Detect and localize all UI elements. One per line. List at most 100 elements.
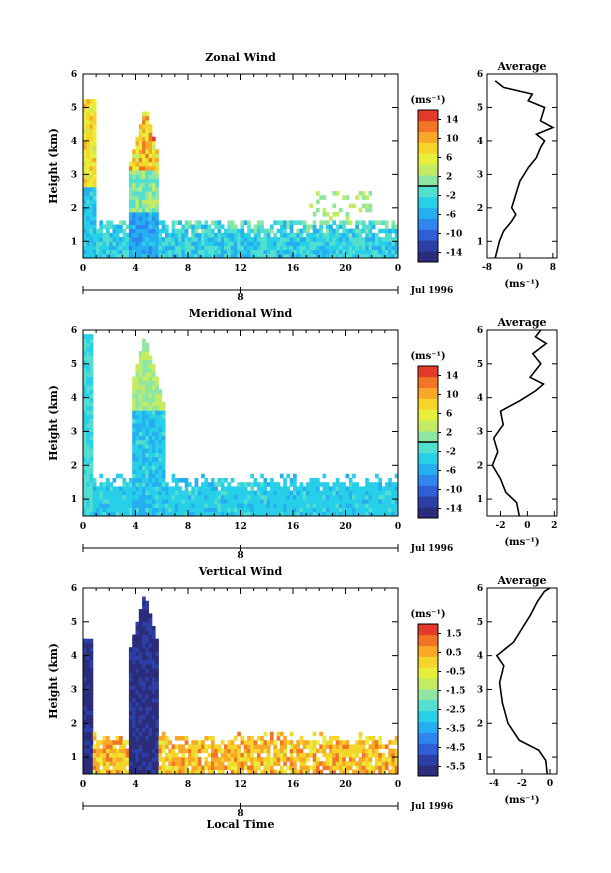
heatmap-cell [171,748,176,754]
heatmap-cell [184,245,189,251]
heatmap-cell [302,503,307,508]
heatmap-cell [329,486,333,491]
heatmap-cell [155,153,159,159]
heatmap-cell [102,761,107,766]
heatmap-cell [293,241,297,246]
heatmap-cell [201,473,205,479]
heatmap-cell [338,207,343,213]
heatmap-cell [135,723,140,728]
x-tick-label: 4 [132,522,138,532]
heatmap-cell [119,490,123,496]
heatmap-cell [345,490,350,496]
heatmap-cell [181,494,186,500]
heatmap-cell [293,503,297,508]
heatmap-cell [247,757,251,762]
heatmap-cell [345,237,350,242]
heatmap-cell [237,761,241,766]
heatmap-cell [138,220,143,225]
heatmap-cell [293,482,297,487]
heatmap-cells [83,596,399,775]
average-unit-label: (ms⁻¹) [504,795,539,806]
heatmap-cell [86,511,90,517]
heatmap-cell [138,439,143,445]
heatmap-cell [145,431,149,437]
heatmap-cell [171,769,176,775]
heatmap-cell [86,740,90,745]
heatmap-cell [128,490,133,496]
heatmap-cell [361,507,366,513]
heatmap-cell [135,224,140,230]
heatmap-cell [335,224,340,230]
heatmap-cell [191,503,195,508]
heatmap-cell [96,232,100,238]
heatmap-cell [253,249,258,255]
heatmap-cell [135,511,140,517]
heatmap-cell [168,249,172,255]
heatmap-cell [158,499,163,504]
heatmap-cell [106,241,110,246]
heatmap-cell [151,363,156,369]
heatmap-cell [135,153,140,159]
x-tick-label: 0 [80,264,86,274]
heatmap-cell [142,731,146,737]
heatmap-cell [299,220,304,225]
heatmap-cell [142,714,146,720]
heatmap-cell [148,461,153,466]
heatmap-cell [135,427,140,432]
heatmap-cell [138,651,143,656]
colorbar-swatch [418,240,438,252]
heatmap-cell [142,761,146,766]
heatmap-cell [358,736,363,741]
heatmap-cell [322,761,327,766]
heatmap-cell [283,757,287,762]
heatmap-cell [86,494,90,500]
heatmap-cell [368,203,373,209]
heatmap-cell [128,719,133,724]
heatmap-cell [151,170,156,175]
heatmap-cell [158,461,163,466]
heatmap-cell [378,237,382,242]
heatmap-cell [188,752,192,758]
heatmap-cell [358,748,363,754]
heatmap-cell [365,511,369,517]
heatmap-cell [358,232,363,238]
heatmap-cell [188,769,192,775]
heatmap-cell [135,199,140,205]
heatmap-cell [145,486,149,491]
heatmap-cell [138,490,143,496]
heatmap-cell [391,228,396,234]
heatmap-cell [132,507,136,513]
heatmap-cell [352,507,356,513]
heatmap-cell [145,199,149,205]
heatmap-cell [145,490,149,496]
heatmap-cell [151,486,156,491]
heatmap-cell [240,237,245,242]
heatmap-cell [361,757,366,762]
heatmap-cell [322,744,327,749]
heatmap-cell [237,249,241,255]
heatmap-cell [142,212,146,217]
heatmap-cell [148,423,153,428]
heatmap-cell [381,769,386,775]
heatmap-cell [283,490,287,496]
heatmap-cell [99,748,104,754]
heatmap-cell [312,744,317,749]
heatmap-cell [279,752,284,758]
heatmap-cell [148,372,153,377]
heatmap-cell [158,237,163,242]
heatmap-cell [145,351,149,356]
heatmap-cell [128,182,133,188]
heatmap-cell [335,212,340,217]
heatmap-cell [151,385,156,390]
y-tick-label: 5 [71,103,77,113]
heatmap-cell [138,203,143,209]
heatmap-cell [168,490,172,496]
heatmap-cell [365,748,369,754]
heatmap-cell [250,249,254,255]
heatmap-cell [151,761,156,766]
heatmap-cell [247,740,251,745]
heatmap-cell [155,423,159,428]
heatmap-cell [316,249,320,255]
heatmap-cell [391,499,396,504]
colorbar-swatch [418,656,438,668]
